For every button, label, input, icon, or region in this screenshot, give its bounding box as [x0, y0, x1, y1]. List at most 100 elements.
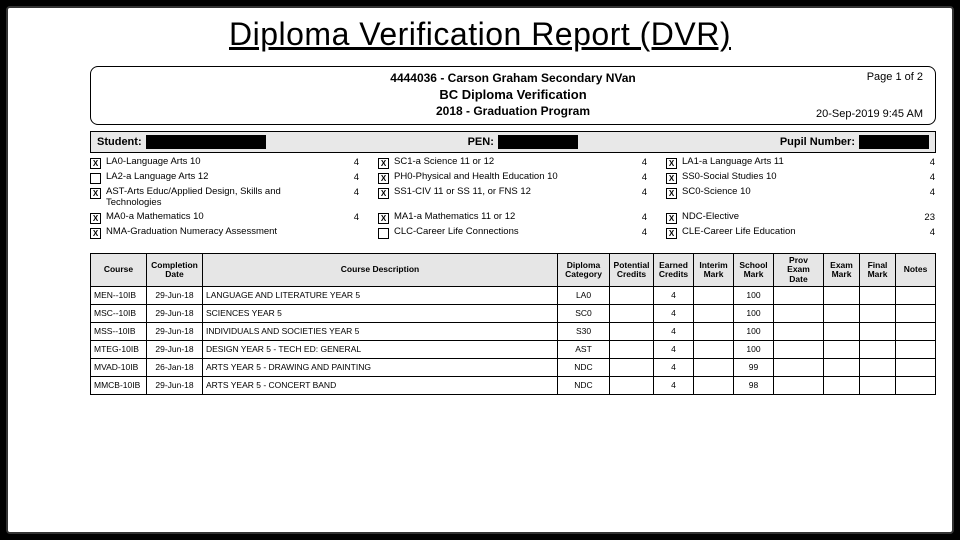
cell: [860, 304, 896, 322]
cell: [694, 304, 734, 322]
requirement-label: MA0-a Mathematics 10: [106, 212, 337, 223]
cell: [610, 358, 654, 376]
timestamp: 20-Sep-2019 9:45 AM: [816, 108, 923, 120]
requirement-credits: 4: [918, 157, 936, 168]
cell: MSC--10IB: [91, 304, 147, 322]
requirement-item: XPH0-Physical and Health Education 104: [378, 172, 648, 184]
table-row: MMCB-10IB29-Jun-18ARTS YEAR 5 - CONCERT …: [91, 376, 936, 394]
cell: ARTS YEAR 5 - DRAWING AND PAINTING: [203, 358, 558, 376]
cell: 98: [734, 376, 774, 394]
cell: [694, 322, 734, 340]
requirement-label: AST-Arts Educ/Applied Design, Skills and…: [106, 187, 337, 209]
cell: [694, 376, 734, 394]
cell: [860, 286, 896, 304]
cell: NDC: [558, 358, 610, 376]
cell: [824, 322, 860, 340]
cell: 4: [654, 358, 694, 376]
cell: DESIGN YEAR 5 - TECH ED: GENERAL: [203, 340, 558, 358]
col-header: Course Description: [203, 253, 558, 286]
cell: [824, 340, 860, 358]
checkbox-icon: X: [90, 158, 101, 169]
cell: [896, 286, 936, 304]
student-bar: Student: PEN: Pupil Number:: [90, 131, 936, 153]
table-row: MTEG-10IB29-Jun-18DESIGN YEAR 5 - TECH E…: [91, 340, 936, 358]
requirement-label: LA1-a Language Arts 11: [682, 157, 913, 168]
cell: [824, 376, 860, 394]
cell: 4: [654, 340, 694, 358]
checkbox-icon: X: [666, 213, 677, 224]
table-row: MVAD-10IB26-Jan-18ARTS YEAR 5 - DRAWING …: [91, 358, 936, 376]
requirement-item: LA2-a Language Arts 12 4: [90, 172, 360, 184]
cell: [694, 358, 734, 376]
cell: 100: [734, 304, 774, 322]
cell: 100: [734, 286, 774, 304]
cell: 99: [734, 358, 774, 376]
cell: 29-Jun-18: [147, 286, 203, 304]
cell: [610, 322, 654, 340]
checkbox-icon: X: [378, 188, 389, 199]
cell: [610, 340, 654, 358]
col-header: ExamMark: [824, 253, 860, 286]
cell: 4: [654, 286, 694, 304]
cell: [824, 358, 860, 376]
report-title: BC Diploma Verification: [101, 87, 925, 102]
cell: MSS--10IB: [91, 322, 147, 340]
requirement-label: LA0-Language Arts 10: [106, 157, 337, 168]
cell: [860, 340, 896, 358]
requirement-credits: 23: [918, 212, 936, 223]
cell: [774, 340, 824, 358]
requirements-grid: XLA0-Language Arts 104XSC1-a Science 11 …: [90, 157, 936, 239]
col-header: CompletionDate: [147, 253, 203, 286]
checkbox-icon: X: [378, 158, 389, 169]
cell: LA0: [558, 286, 610, 304]
cell: [774, 286, 824, 304]
cell: 4: [654, 304, 694, 322]
col-header: Course: [91, 253, 147, 286]
requirement-label: SS0-Social Studies 10: [682, 172, 913, 183]
cell: [610, 286, 654, 304]
requirement-item: XMA0-a Mathematics 104: [90, 212, 360, 224]
requirement-item: XNDC-Elective23: [666, 212, 936, 224]
cell: MTEG-10IB: [91, 340, 147, 358]
requirement-credits: 4: [342, 172, 360, 183]
requirement-credits: 4: [630, 227, 648, 238]
table-row: MSS--10IB29-Jun-18INDIVIDUALS AND SOCIET…: [91, 322, 936, 340]
requirement-credits: 4: [630, 157, 648, 168]
table-row: MEN--10IB29-Jun-18LANGUAGE AND LITERATUR…: [91, 286, 936, 304]
requirement-item: X LA0-Language Arts 10 4: [90, 157, 360, 169]
page-indicator: Page 1 of 2: [867, 71, 923, 83]
table-row: MSC--10IB29-Jun-18SCIENCES YEAR 5SC04100: [91, 304, 936, 322]
checkbox-icon: [90, 173, 101, 184]
checkbox-icon: X: [90, 228, 101, 239]
checkbox-icon: X: [666, 228, 677, 239]
col-header: InterimMark: [694, 253, 734, 286]
cell: 29-Jun-18: [147, 340, 203, 358]
cell: [774, 358, 824, 376]
table-body: MEN--10IB29-Jun-18LANGUAGE AND LITERATUR…: [91, 286, 936, 394]
requirement-credits: 4: [918, 227, 936, 238]
requirement-label: LA2-a Language Arts 12: [106, 172, 337, 183]
pen-redacted: [498, 135, 578, 149]
requirement-credits: 4: [630, 187, 648, 198]
requirement-item: XAST-Arts Educ/Applied Design, Skills an…: [90, 187, 360, 209]
cell: ARTS YEAR 5 - CONCERT BAND: [203, 376, 558, 394]
cell: NDC: [558, 376, 610, 394]
cell: [694, 286, 734, 304]
pupil-redacted: [859, 135, 929, 149]
slide-title: Diploma Verification Report (DVR): [8, 16, 952, 53]
requirement-item: XMA1-a Mathematics 11 or 124: [378, 212, 648, 224]
student-redacted: [146, 135, 266, 149]
requirement-item: CLC-Career Life Connections4: [378, 227, 648, 239]
col-header: SchoolMark: [734, 253, 774, 286]
requirement-credits: 4: [342, 187, 360, 198]
slide-frame: Diploma Verification Report (DVR) Page 1…: [6, 6, 954, 534]
cell: AST: [558, 340, 610, 358]
requirement-credits: 4: [630, 172, 648, 183]
requirement-credits: 4: [342, 157, 360, 168]
requirement-label: NMA-Graduation Numeracy Assessment: [106, 227, 337, 238]
cell: [896, 376, 936, 394]
cell: [824, 286, 860, 304]
cell: [774, 322, 824, 340]
school-line: 4444036 - Carson Graham Secondary NVan: [101, 71, 925, 85]
cell: MEN--10IB: [91, 286, 147, 304]
